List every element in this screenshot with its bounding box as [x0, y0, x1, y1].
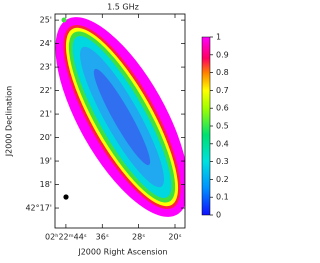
y-tick-label: 25': [40, 16, 52, 25]
colorbar-tick-label: 0.3: [216, 157, 229, 166]
colorbar-tick-label: 0.2: [216, 175, 229, 184]
x-tick-label: 02ʰ22ᵐ44ˢ: [45, 233, 87, 242]
colorbar-tick-label: 0.9: [216, 50, 229, 59]
colorbar-tick-label: 0.6: [216, 104, 229, 113]
y-tick-label: 20': [40, 133, 52, 142]
y-tick-label: 24': [40, 39, 52, 48]
colorbar-tick-label: 0.8: [216, 68, 229, 77]
colorbar-tick-label: 0: [216, 211, 221, 220]
y-tick-label: 42°17': [25, 204, 52, 213]
plot-frame: [54, 13, 186, 229]
y-tick-label: 22': [40, 86, 52, 95]
colorbar: [201, 36, 211, 216]
x-tick-label: 36ˢ: [96, 233, 109, 242]
colorbar-tick-label: 0.1: [216, 193, 229, 202]
chart-title: 1.5 GHz: [107, 3, 139, 12]
colorbar-tick-label: 1: [216, 33, 221, 42]
y-axis-label: J2000 Declination: [5, 86, 14, 157]
y-tick-label: 23': [40, 63, 52, 72]
colorbar-tick-label: 0.5: [216, 122, 229, 131]
y-tick-label: 18': [40, 180, 52, 189]
beam: [63, 194, 69, 200]
y-tick-label: 21': [40, 110, 52, 119]
chart: 1.5 GHz J2000 Right Ascension J2000 Decl…: [5, 3, 229, 257]
x-tick-label: 28ˢ: [132, 233, 145, 242]
colorbar-tick-label: 0.7: [216, 86, 229, 95]
x-tick-label: 20ˢ: [168, 233, 181, 242]
colorbar-tick-label: 0.4: [216, 139, 229, 148]
x-axis-label: J2000 Right Ascension: [77, 248, 167, 257]
radio-map: [55, 17, 185, 217]
y-tick-label: 19': [40, 157, 52, 166]
